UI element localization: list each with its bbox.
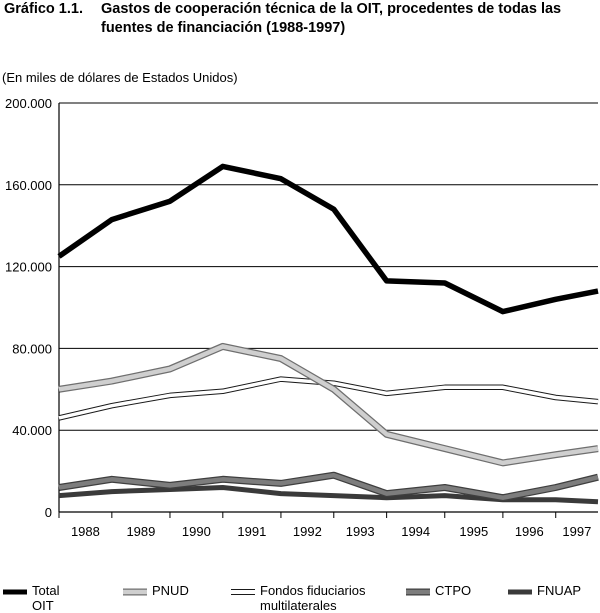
series-line-ctpo-inner	[58, 472, 599, 500]
figure-title: Gastos de cooperación técnica de la OIT,…	[101, 1, 562, 36]
x-tick-label: 1992	[293, 524, 322, 539]
legend-label-ctpo: CTPO	[435, 583, 472, 598]
series-line-pnud-inner	[58, 344, 599, 466]
x-tick-label: 1997	[562, 524, 591, 539]
y-tick-label: 120.000	[5, 260, 52, 275]
legend-swatch-fondos	[231, 589, 255, 595]
legend-label-total-oit: Total OIT	[32, 583, 60, 613]
legend-swatch-total-oit	[3, 589, 27, 595]
x-tick-label: 1990	[182, 524, 211, 539]
y-tick-label: 40.000	[12, 423, 52, 438]
x-tick-label: 1988	[71, 524, 100, 539]
unit-note: (En miles de dólares de Estados Unidos)	[2, 70, 238, 85]
x-tick-label: 1993	[346, 524, 375, 539]
series-line-total-oit	[57, 163, 599, 315]
legend-swatch-pnud	[123, 588, 147, 596]
legend-swatch-fnuap	[508, 589, 532, 595]
legend-label-fnuap: FNUAP	[537, 583, 582, 598]
x-tick-label: 1995	[459, 524, 488, 539]
series-line-fnuap	[58, 485, 599, 505]
line-chart: 0 40.000 80.000 120.000 160.000 200.000 1988 19…	[5, 96, 599, 539]
legend-label-pnud: PNUD	[152, 583, 189, 598]
legend-swatch-ctpo	[406, 588, 430, 596]
series-line-pnud	[58, 342, 599, 467]
x-tick-label: 1989	[126, 524, 155, 539]
legend: Total OIT PNUD Fondos fiduciarios multil…	[0, 583, 600, 613]
series-line-fondos-fiduciarios-multilaterales-inner	[58, 377, 599, 420]
x-tick-label: 1991	[237, 524, 266, 539]
figure-number: Gráfico 1.1.	[4, 1, 83, 17]
x-tick-label: 1994	[401, 524, 430, 539]
y-tick-label: 200.000	[5, 96, 52, 111]
y-tick-label: 80.000	[12, 341, 52, 356]
y-tick-label: 160.000	[5, 178, 52, 193]
x-tick-label: 1996	[515, 524, 544, 539]
legend-label-fondos: Fondos fiduciarios multilaterales	[260, 583, 366, 613]
y-tick-label: 0	[45, 505, 52, 520]
